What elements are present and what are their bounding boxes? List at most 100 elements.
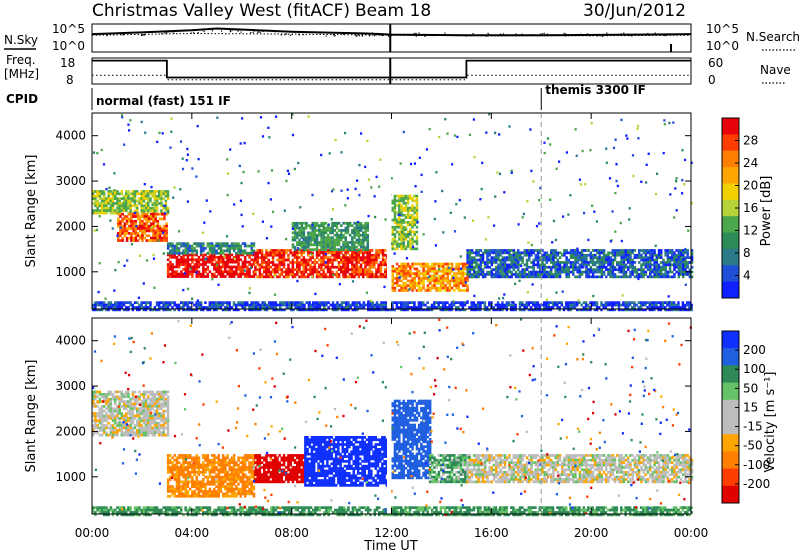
power-cell [131,192,135,196]
power-cell [322,245,325,249]
power-cell [155,199,159,203]
power-cell [690,256,694,259]
power-cell [437,301,440,304]
power-cell [278,265,281,269]
power-cell [125,222,129,226]
power-cell [351,245,354,249]
power-cell [287,306,291,309]
power-cell [613,275,617,279]
power-cell [353,306,357,309]
power-cell [368,261,372,264]
power-cell [346,243,350,247]
power-scatter-cell [311,223,314,227]
power-cell [395,284,399,287]
power-cell [686,273,689,276]
power-cell [649,263,652,267]
power-cell [673,265,676,269]
power-scatter-cell [427,276,430,279]
power-cell [541,261,544,264]
power-cell [565,270,568,274]
power-cell [298,233,301,237]
power-cell [501,258,505,262]
power-cell [558,306,561,309]
power-cell [303,308,306,312]
power-cell [152,229,155,233]
velocity-cell [96,405,99,408]
power-cell [166,194,170,198]
power-cell [300,251,303,255]
power-cell [398,216,401,219]
power-scatter-cell [305,222,308,225]
power-cell [353,263,356,267]
power-cell [250,308,253,312]
power-cell [208,253,212,257]
power-cell [499,275,502,279]
power-cell [368,256,372,259]
power-cell [528,273,531,276]
power-cell [673,261,676,264]
power-cell [556,268,560,271]
power-cell [210,272,214,276]
power-cell [688,273,692,276]
power-cell [156,222,160,226]
power-cell [307,249,310,252]
noise-sample [257,31,259,33]
power-cell [609,303,612,307]
power-cell [673,263,676,267]
power-cell [550,273,553,276]
power-scatter-cell [614,230,617,233]
power-cell [644,303,647,307]
power-cell [155,190,159,193]
noise-sample [97,33,99,35]
power-cell [228,258,231,262]
power-cell [345,301,348,304]
power-cell [433,277,436,280]
power-cell [492,275,496,279]
power-cell [335,241,339,244]
power-cell [666,263,670,267]
power-cell [470,275,474,279]
power-cell [366,245,369,249]
power-cell [326,256,330,259]
noise-sample [565,35,567,37]
power-cell [415,306,418,309]
power-cell [309,224,312,227]
power-cell [668,308,671,312]
power-cell [300,236,303,239]
power-cell [353,273,356,276]
power-cell [415,218,419,222]
power-cell [155,209,159,212]
power-cell [635,253,639,257]
power-cell [276,270,279,274]
power-cell [160,301,163,304]
power-cell [258,273,262,276]
power-cell [237,260,240,264]
noise-sample [257,32,259,34]
power-cell [521,251,524,255]
power-scatter-cell [669,193,672,196]
power-cell [147,301,150,304]
power-cell [481,268,485,271]
power-cell [121,212,124,216]
power-scatter-cell [434,244,437,247]
power-cell [666,258,670,262]
power-cell [377,251,380,255]
power-cell [302,221,306,225]
power-cell [125,227,129,230]
noise-sample [145,31,147,33]
power-cell [202,265,205,269]
power-cell [642,251,645,255]
power-scatter-cell [583,211,586,215]
power-cell [281,308,284,312]
power-cell [202,256,205,259]
power-cell [269,265,273,269]
power-cell [248,253,251,257]
power-cell [166,206,170,210]
power-cell [120,303,124,307]
power-cell [213,303,216,307]
power-cell [344,258,347,262]
power-cell [532,261,535,264]
power-cell [329,238,332,242]
power-cell [470,301,473,304]
power-cell [105,204,108,208]
